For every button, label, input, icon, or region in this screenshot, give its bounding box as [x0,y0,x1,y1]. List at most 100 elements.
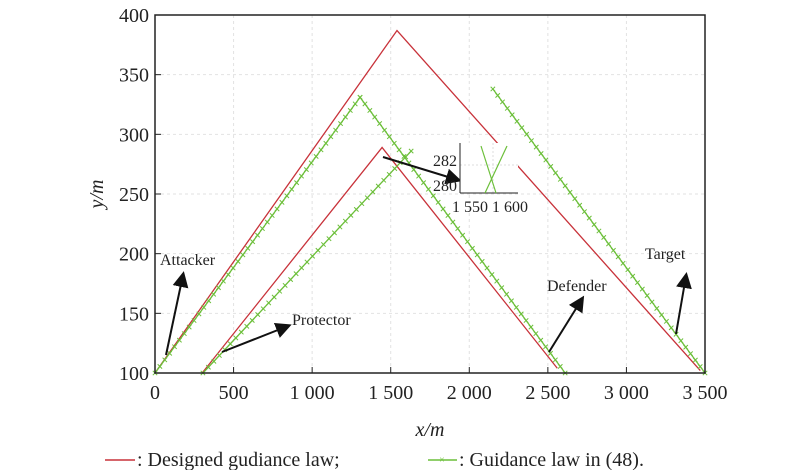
green-x-marker [347,107,353,114]
green-x-marker [538,337,544,343]
green-x-marker [196,311,202,317]
green-x-marker [245,245,251,251]
green-x-marker [230,265,236,271]
green-x-marker [528,324,534,330]
red-trajectory-1 [201,146,558,374]
green-x-marker [289,186,295,192]
plot-frame [154,14,706,374]
green-x-marker [572,196,578,202]
green-x-marker [533,144,539,150]
green-x-marker [425,186,431,192]
green-x-marker [367,107,373,114]
green-x-marker [504,105,510,111]
y-tick-label: 400 [119,5,149,27]
green-x-marker [216,352,222,359]
green-x-marker [416,173,422,179]
green-x-marker [659,312,665,318]
green-x-marker [606,241,612,247]
green-x-marker [408,148,414,154]
green-x-marker [348,212,354,218]
green-x-marker [508,298,514,304]
green-x-marker [244,323,250,329]
green-x-marker [240,252,246,258]
green-x-marker [567,189,573,195]
green-x-marker [271,294,277,300]
green-x-marker [494,278,500,284]
green-x-marker [596,228,602,234]
green-x-marker [495,92,501,98]
green-trajectory-0 [154,96,566,374]
green-x-marker [601,234,607,241]
green-x-marker [392,166,398,172]
green-x-marker [440,206,446,212]
grid [155,15,705,373]
green-x-marker [191,317,197,324]
inset-y-tick-280: 280 [433,178,457,195]
green-x-marker [503,291,510,297]
green-x-marker [171,344,178,350]
green-x-marker [620,260,626,266]
green-x-marker [315,247,321,253]
green-x-marker [254,232,261,238]
green-x-marker [403,154,409,160]
green-x-marker [313,153,319,159]
legend-label-reference: : Guidance law in (48). [459,449,644,470]
x-tick-label: 2 500 [525,382,570,404]
legend-label-designed: : Designed gudiance law; [137,449,340,470]
green-x-marker [277,288,283,294]
x-axis-label: x/m [415,419,445,441]
green-x-marker [323,140,329,146]
green-x-marker [227,341,233,347]
green-x-marker [460,232,466,238]
green-x-marker [293,271,299,277]
annotation-arrows [165,156,692,356]
annotation-protector: Protector [292,312,351,329]
annotation-target: Target [645,246,686,263]
green-x-marker [284,193,290,199]
green-x-marker [450,219,456,225]
green-x-marker [331,230,337,236]
green-x-marker [269,212,275,219]
green-x-marker [304,259,310,265]
green-x-marker [288,276,294,283]
green-x-marker [215,285,222,291]
green-x-marker [524,131,530,137]
green-x-marker [678,338,684,344]
green-x-marker [562,183,568,189]
green-x-marker [337,121,344,127]
arrow-target [675,272,692,335]
green-x-marker [225,271,231,278]
green-x-marker [687,351,694,357]
green-x-marker [206,298,212,304]
green-x-marker [372,114,378,120]
arrow-inset [382,156,462,185]
green-x-marker [381,127,388,133]
green-x-marker [649,299,655,305]
green-x-marker [625,267,631,273]
green-x-marker [266,300,272,306]
green-x-marker [255,312,261,318]
green-x-marker [201,304,207,310]
green-x-marker [299,265,305,271]
green-x-marker [220,278,226,284]
green-x-marker [538,150,544,157]
green-x-marker [509,112,515,118]
green-x-marker [430,193,436,199]
green-x-marker [519,125,525,131]
green-x-marker [364,195,370,201]
green-x-marker [249,317,255,323]
green-x-marker [186,324,192,330]
green-x-marker [176,337,182,343]
green-x-marker [359,201,365,207]
green-x-marker [533,331,539,337]
y-tick-label: 250 [119,184,149,206]
green-x-marker [586,215,592,221]
y-tick-label: 150 [119,303,149,325]
y-tick-label: 100 [119,363,149,385]
annotations: Attacker Protector Defender Target [160,246,686,329]
inset-green-line-a [480,145,497,194]
inset-zoom: 282 280 1 550 1 600 [433,143,528,216]
x-tick-label: 1 000 [290,382,335,404]
green-x-marker [411,166,417,173]
green-x-marker [513,304,519,310]
